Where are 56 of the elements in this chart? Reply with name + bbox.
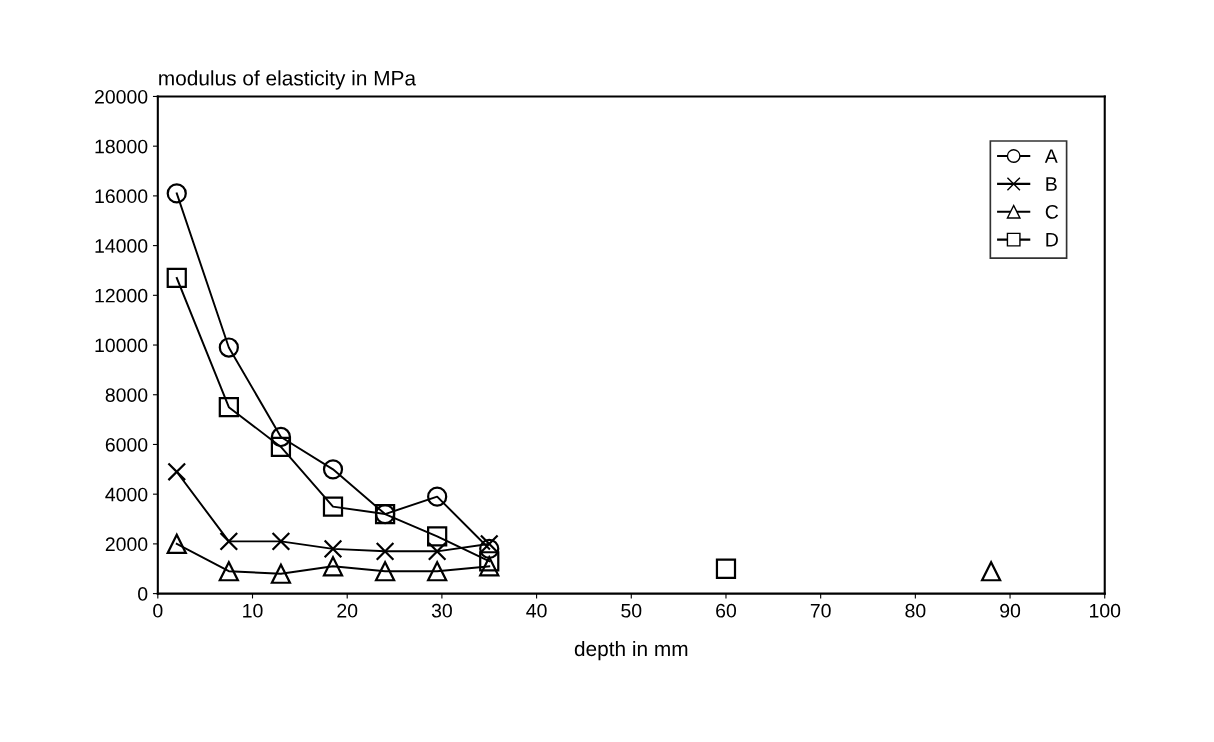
point — [980, 561, 1002, 582]
x-tick-label: 80 — [905, 603, 926, 618]
x-tick-label: 70 — [810, 603, 831, 618]
y-tick-label: 12000 — [95, 288, 148, 303]
y-tick-label: 4000 — [105, 487, 148, 502]
point — [167, 462, 187, 482]
point — [427, 486, 448, 507]
point — [375, 541, 395, 561]
point — [427, 526, 448, 547]
point — [715, 558, 737, 579]
point — [479, 538, 500, 559]
x-tick-label: 90 — [1000, 603, 1021, 618]
x-tick-label: 0 — [153, 603, 163, 618]
legend-label: D — [1046, 233, 1058, 247]
point — [219, 531, 239, 551]
point — [271, 531, 291, 551]
x-axis-title: depth in mm — [574, 640, 688, 661]
x-tick-label: 50 — [621, 603, 642, 618]
y-tick-label: 14000 — [95, 239, 148, 253]
point — [218, 561, 239, 582]
legend-label: C — [1045, 204, 1059, 219]
point — [479, 551, 500, 572]
point — [166, 267, 187, 289]
x-tick-label: 40 — [526, 603, 547, 618]
point — [166, 183, 187, 204]
point — [270, 426, 292, 448]
x-tick-label: 30 — [431, 603, 452, 618]
y-tick-label: 6000 — [105, 437, 148, 452]
y-tick-label: 18000 — [95, 139, 148, 154]
x-tick-label: 60 — [716, 603, 737, 618]
point — [218, 397, 239, 418]
point — [322, 556, 344, 577]
point — [479, 556, 500, 577]
legend-label: B — [1046, 177, 1057, 191]
point — [270, 436, 292, 458]
point — [374, 561, 396, 582]
point — [323, 539, 343, 559]
point — [218, 337, 239, 358]
y-tick-label: 8000 — [105, 388, 148, 402]
point — [270, 563, 292, 584]
legend-label: A — [1044, 149, 1058, 163]
x-tick-label: 10 — [243, 603, 263, 618]
x-tick-label: 20 — [337, 603, 358, 618]
point — [427, 561, 448, 582]
y-tick-label: 16000 — [95, 189, 148, 204]
point — [479, 534, 499, 554]
point — [322, 459, 344, 480]
x-tick-label: 100 — [1090, 603, 1121, 618]
point — [322, 496, 344, 517]
y-tick-label: 0 — [138, 587, 148, 601]
point — [427, 541, 447, 561]
y-tick-label: 2000 — [105, 537, 148, 552]
y-tick-label: 20000 — [95, 89, 148, 104]
y-tick-label: 10000 — [95, 338, 148, 353]
point — [166, 533, 187, 555]
chart-title: modulus of elasticity in MPa — [159, 70, 417, 90]
